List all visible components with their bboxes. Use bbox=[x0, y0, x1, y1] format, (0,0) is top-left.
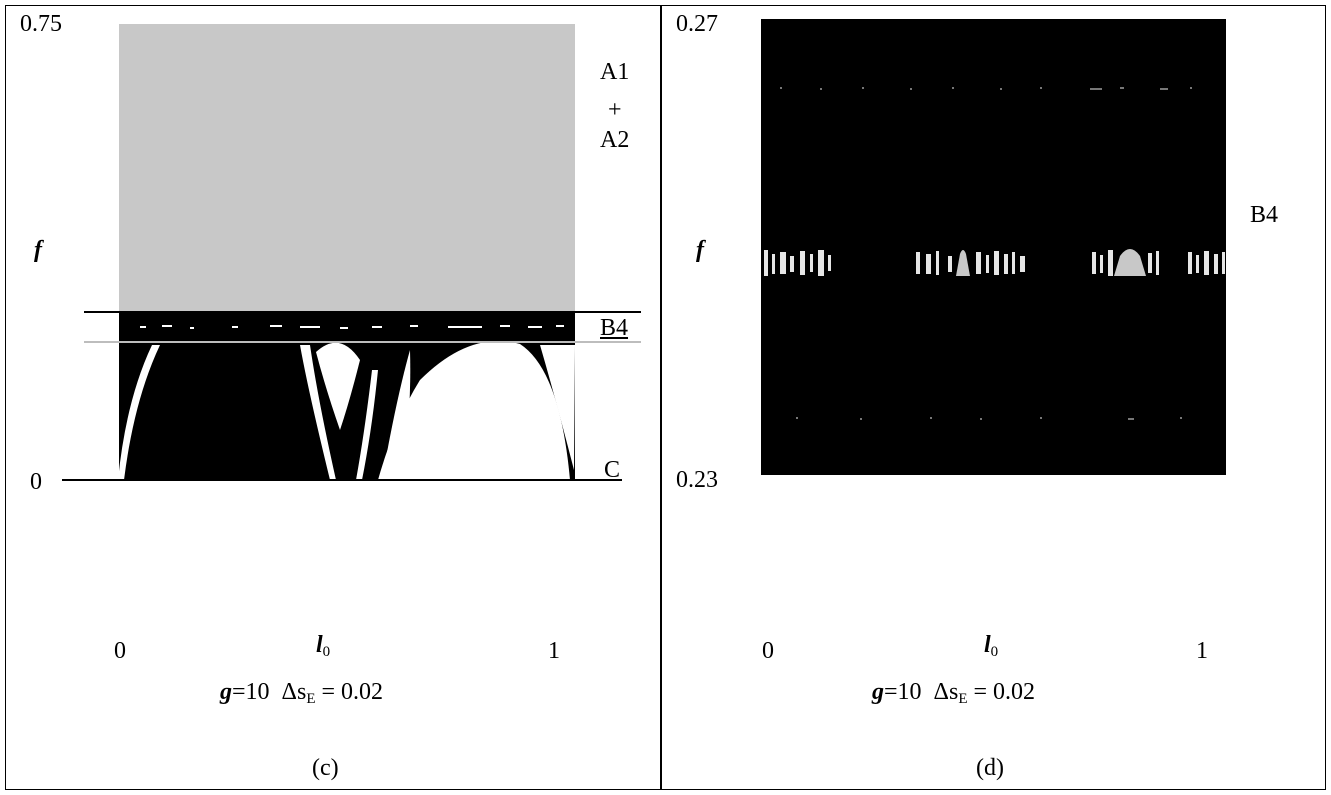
panel-c-param-g-value: =10 bbox=[232, 679, 270, 705]
panel-c-x-max-label: 1 bbox=[548, 638, 560, 664]
panel-d-chaotic-area bbox=[761, 19, 1226, 475]
panel-c-x-symbol-sub: 0 bbox=[322, 644, 331, 660]
panel-d-param-g-value: =10 bbox=[884, 679, 922, 705]
panel-d-param-ds-value: = 0.02 bbox=[973, 679, 1036, 705]
panel-c-caption: (c) bbox=[312, 755, 339, 781]
panel-c-param-ds: Δs bbox=[281, 679, 307, 705]
panel-d-speckle-band bbox=[764, 250, 1225, 276]
panel-d-x-symbol-text: l bbox=[984, 632, 991, 658]
panel-c-y-axis-symbol: f bbox=[34, 237, 42, 263]
panel-c-region-a2-label: A2 bbox=[600, 127, 630, 153]
panel-c-param-g: g bbox=[220, 679, 232, 705]
panel-d-param-ds-sub: E bbox=[958, 691, 968, 707]
panel-c-y-min-label: 0 bbox=[30, 469, 42, 495]
panel-c-region-c-label: C bbox=[604, 457, 621, 483]
panel-d-caption: (d) bbox=[976, 755, 1004, 781]
panel-d-x-min-label: 0 bbox=[762, 638, 774, 664]
b4-speckle-band bbox=[140, 325, 564, 329]
panel-c-param-ds-value: = 0.02 bbox=[321, 679, 384, 705]
panel-c-y-max-label: 0.75 bbox=[20, 11, 62, 37]
regular-islands bbox=[118, 340, 575, 480]
panel-d-x-max-label: 1 bbox=[1196, 638, 1208, 664]
panel-c-region-b4-label: B4 bbox=[600, 315, 629, 341]
region-a-area bbox=[119, 24, 575, 313]
panel-c-region-a1-label: A1 bbox=[600, 59, 630, 85]
panel-d-island-small bbox=[956, 250, 970, 276]
panel-d-faint-dots bbox=[780, 87, 1192, 420]
panel-d-parameters: g=10 ΔsE = 0.02 bbox=[872, 679, 1035, 708]
panel-c-region-plus-label: + bbox=[608, 97, 622, 123]
panel-d-y-min-label: 0.23 bbox=[676, 467, 718, 493]
panel-d-y-axis-symbol: f bbox=[696, 237, 704, 263]
panel-c-param-ds-sub: E bbox=[306, 691, 316, 707]
panel-c-x-axis-symbol: l0 bbox=[316, 633, 330, 664]
panel-d-param-ds: Δs bbox=[933, 679, 959, 705]
panel-divider bbox=[660, 5, 662, 790]
panel-c-x-symbol-text: l bbox=[316, 632, 323, 658]
panel-d-island-large bbox=[1114, 249, 1146, 276]
panel-d-param-g: g bbox=[872, 679, 884, 705]
figure-frame bbox=[5, 5, 1326, 790]
panel-c-parameters: g=10 ΔsE = 0.02 bbox=[220, 679, 383, 708]
panel-c-x-min-label: 0 bbox=[114, 638, 126, 664]
panel-d-x-axis-symbol: l0 bbox=[984, 633, 998, 664]
panel-d-x-symbol-sub: 0 bbox=[990, 644, 999, 660]
panel-d-y-max-label: 0.27 bbox=[676, 11, 718, 37]
panel-d-region-b4-label: B4 bbox=[1250, 202, 1279, 228]
